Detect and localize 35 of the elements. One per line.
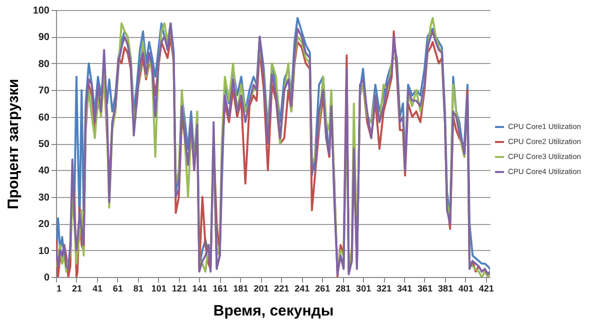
y-tick-label: 40 (38, 166, 50, 177)
y-tick-label: 90 (38, 32, 50, 44)
x-tick-label: 361 (417, 284, 433, 294)
x-tick-label: 61 (112, 284, 123, 294)
y-tick-label: 80 (38, 58, 50, 70)
x-tick-label: 181 (233, 284, 248, 294)
x-tick-label: 201 (254, 284, 269, 294)
x-tick-label: 81 (133, 284, 144, 294)
x-axis-title: Время, секунды (213, 302, 334, 320)
y-tick-label: 70 (38, 86, 50, 97)
y-tick-label: 60 (38, 112, 50, 124)
x-tick-label: 281 (336, 284, 351, 294)
x-tick-label: 421 (478, 284, 494, 294)
x-tick-label: 341 (397, 284, 412, 294)
y-tick-label: 30 (38, 192, 50, 204)
y-tick-label: 20 (38, 219, 50, 230)
x-tick-label: 381 (438, 284, 453, 294)
y-tick-label: 10 (38, 246, 50, 257)
x-tick-label: 161 (212, 284, 228, 294)
x-tick-label: 41 (92, 284, 102, 294)
x-tick-label: 1 (56, 284, 62, 294)
y-axis-title: Процент загрузки (4, 78, 22, 210)
x-tick-label: 121 (172, 284, 187, 294)
x-tick-label: 321 (376, 284, 392, 294)
x-tick-label: 101 (151, 284, 166, 294)
x-tick-label: 261 (315, 284, 330, 294)
x-tick-label: 141 (192, 284, 208, 294)
x-tick-label: 401 (458, 284, 474, 294)
x-tick-label: 21 (72, 284, 82, 294)
y-tick-label: 50 (38, 139, 50, 150)
x-tick-label: 301 (356, 284, 372, 294)
x-tick-label: 241 (294, 284, 310, 294)
x-tick-label: 221 (274, 284, 290, 294)
y-tick-label: 0 (44, 272, 50, 284)
y-tick-label: 100 (32, 6, 50, 16)
